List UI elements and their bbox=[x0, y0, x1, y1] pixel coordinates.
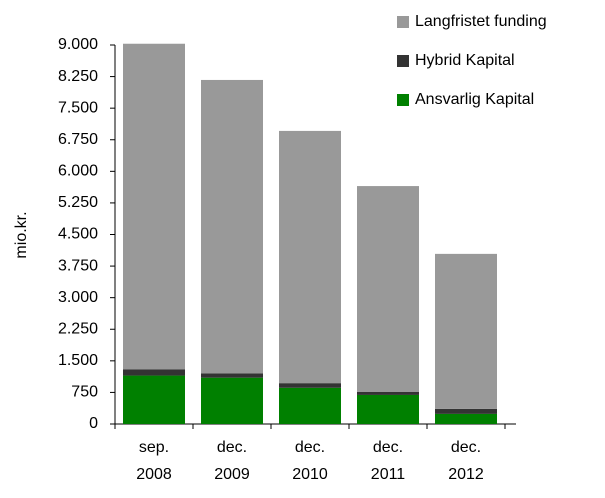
bar-segment bbox=[123, 369, 185, 376]
y-tick-label: 2.250 bbox=[58, 320, 98, 337]
legend-swatch bbox=[397, 55, 409, 67]
legend-label: Langfristet funding bbox=[415, 13, 547, 30]
bar-segment bbox=[279, 387, 341, 424]
x-tick-label: dec. bbox=[217, 439, 247, 456]
y-tick-label: 4.500 bbox=[58, 226, 98, 243]
y-tick-label: 0 bbox=[89, 415, 98, 432]
bar-segment bbox=[201, 79, 263, 374]
y-tick-label: 8.250 bbox=[58, 68, 98, 85]
bar-segment bbox=[279, 130, 341, 384]
bar-segment bbox=[279, 383, 341, 388]
legend-swatch bbox=[397, 16, 409, 28]
legend-swatch bbox=[397, 94, 409, 106]
x-tick-label: dec. bbox=[373, 439, 403, 456]
y-axis-label: mio.kr. bbox=[13, 211, 30, 258]
x-tick-label: 2012 bbox=[448, 466, 484, 483]
bar-segment bbox=[201, 377, 263, 424]
x-tick-label: 2011 bbox=[371, 466, 406, 483]
legend-label: Ansvarlig Kapital bbox=[415, 91, 534, 108]
x-tick-label: 2008 bbox=[136, 466, 172, 483]
y-tick-label: 750 bbox=[71, 384, 98, 401]
x-tick-label: 2009 bbox=[214, 466, 250, 483]
y-tick-label: 3.000 bbox=[58, 289, 98, 306]
bar-segment bbox=[435, 253, 497, 409]
y-tick-label: 3.750 bbox=[58, 257, 98, 274]
y-tick-label: 6.750 bbox=[58, 131, 98, 148]
bar-segment bbox=[435, 413, 497, 424]
y-tick-label: 1.500 bbox=[58, 352, 98, 369]
bar-segment bbox=[357, 186, 419, 392]
x-tick-label: dec. bbox=[451, 439, 481, 456]
legend-label: Hybrid Kapital bbox=[415, 52, 515, 69]
bar-segment bbox=[357, 394, 419, 424]
bar-segment bbox=[201, 373, 263, 378]
bar-segment bbox=[357, 391, 419, 395]
x-tick-label: dec. bbox=[295, 439, 325, 456]
y-tick-label: 6.000 bbox=[58, 163, 98, 180]
x-tick-label: sep. bbox=[139, 439, 169, 456]
x-tick-label: 2010 bbox=[292, 466, 328, 483]
bar-segment bbox=[435, 408, 497, 414]
y-tick-label: 7.500 bbox=[58, 99, 98, 116]
y-tick-label: 9.000 bbox=[58, 36, 98, 53]
y-tick-label: 5.250 bbox=[58, 194, 98, 211]
bar-segment bbox=[123, 43, 185, 370]
bar-segment bbox=[123, 375, 185, 424]
